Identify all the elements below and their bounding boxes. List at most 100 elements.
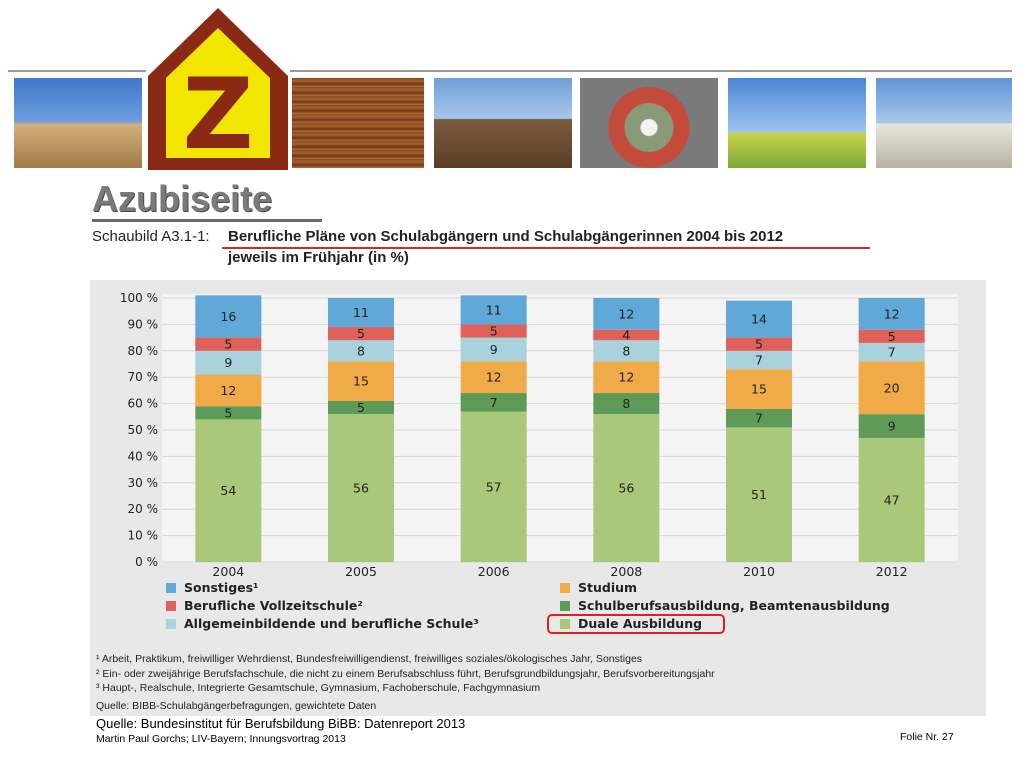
data-label: 5 [357,326,365,341]
legend-swatch [166,601,176,611]
bar-segment [858,414,925,438]
legend-swatch [560,619,570,629]
legend-swatch [560,601,570,611]
data-label: 5 [490,324,498,339]
page-title: Azubiseite [92,178,273,219]
x-tick-label: 2004 [212,564,244,579]
data-label: 14 [751,312,767,327]
header-divider-right [290,70,1012,72]
bar-segment [195,337,262,351]
bar-segment [593,329,660,341]
bar-segment [593,298,660,330]
data-label: 8 [357,343,365,358]
data-label: 7 [755,411,763,426]
company-logo: Z [148,8,288,172]
photo-building [434,78,572,168]
data-label: 12 [618,306,634,321]
legend-label: Schulberufsausbildung, Beamtenausbildung [578,598,890,613]
data-label: 57 [486,479,502,494]
bar-segment [195,419,262,562]
y-tick-label: 40 % [128,449,159,463]
bar-segment [726,350,792,370]
data-label: 12 [220,383,236,398]
footnote-3: ³ Haupt-, Realschule, Integrierte Gesamt… [96,682,541,694]
data-label: 5 [755,337,763,352]
bar-segment [328,400,394,415]
bar-segment [195,350,262,375]
photo-roof-construction [876,78,1012,168]
slide-number: Folie Nr. 27 [900,731,954,743]
stacked-bar-chart: 0 % 10 % 20 % 30 % 40 % 50 % 60 % 70 % 80 % 90 % 1… [120,291,958,634]
data-label: 5 [224,337,232,352]
data-label: 9 [224,355,232,370]
data-label: 12 [486,370,502,385]
chart-heading-line2: jeweils im Frühjahr (in %) [228,249,409,266]
bar-segment [858,342,925,362]
data-label: 8 [622,396,630,411]
legend-highlight-box [547,614,725,634]
y-tick-label: 80 % [128,344,159,358]
bar-segment [460,393,527,412]
source-line: Quelle: Bundesinstitut für Berufsbildung… [96,716,466,731]
bar-segment [593,393,660,415]
data-label: 7 [490,395,498,410]
y-tick-label: 70 % [128,370,159,384]
data-label: 7 [888,345,896,360]
legend-swatch [166,583,176,593]
data-label: 47 [884,492,900,507]
y-tick-label: 20 % [128,502,159,516]
schaubild-label: Schaubild A3.1-1: [92,228,210,245]
bar-segment [726,408,792,428]
photo-corridor [580,78,718,168]
x-tick-label: 2005 [345,564,377,579]
data-label: 16 [220,309,236,324]
bar-segment [726,369,792,409]
chart-footnotes: ¹ Arbeit, Praktikum, freiwilliger Wehrdi… [96,652,715,713]
y-tick-label: 10 % [128,529,159,543]
data-label: 15 [751,382,767,397]
header-divider-left [8,70,146,72]
x-tick-label: 2008 [610,564,642,579]
chart-panel: 0 % 10 % 20 % 30 % 40 % 50 % 60 % 70 % 80 % 90 % 1… [90,280,986,716]
y-tick-label: 90 % [128,317,159,331]
legend-swatch [166,619,176,629]
data-label: 9 [490,342,498,357]
page-title-underline [92,219,322,222]
legend-label: Allgemeinbildende und berufliche Schule³ [184,616,479,631]
legend-label: Sonstiges¹ [184,580,259,595]
data-label: 20 [884,380,900,395]
bar-segment [195,374,262,407]
legend-label: Studium [578,580,637,595]
logo-letter: Z [182,58,253,172]
bar-segment [328,340,394,362]
bar-segment [858,361,925,415]
bar-segment [460,295,527,325]
data-label: 56 [353,481,369,496]
data-label: 4 [622,327,630,342]
bar-segment [328,361,394,401]
bar-segment [460,411,527,562]
author-line: Martin Paul Gorchs; LIV-Bayern; Innungsv… [96,733,346,745]
photo-tree [728,78,866,168]
data-label: 8 [622,343,630,358]
bar-segment [858,298,925,330]
bar-segment [858,329,925,343]
data-label: 54 [220,483,236,498]
x-tick-label: 2012 [876,564,908,579]
bar-segment [195,406,262,420]
y-tick-label: 0 % [135,555,158,569]
photo-wood-texture [292,78,424,168]
bar-segment [460,361,527,394]
bar-segment [593,414,660,562]
data-label: 11 [353,305,369,320]
data-label: 51 [751,487,767,502]
x-tick-label: 2006 [478,564,510,579]
legend-swatch [560,583,570,593]
bar-segment [593,361,660,394]
bar-segment [328,414,394,562]
y-tick-label: 50 % [128,423,159,437]
legend-label: Berufliche Vollzeitschule² [184,598,363,613]
plot-area [162,294,958,562]
legend-label: Duale Ausbildung [578,616,702,631]
bar-segment [328,298,394,328]
